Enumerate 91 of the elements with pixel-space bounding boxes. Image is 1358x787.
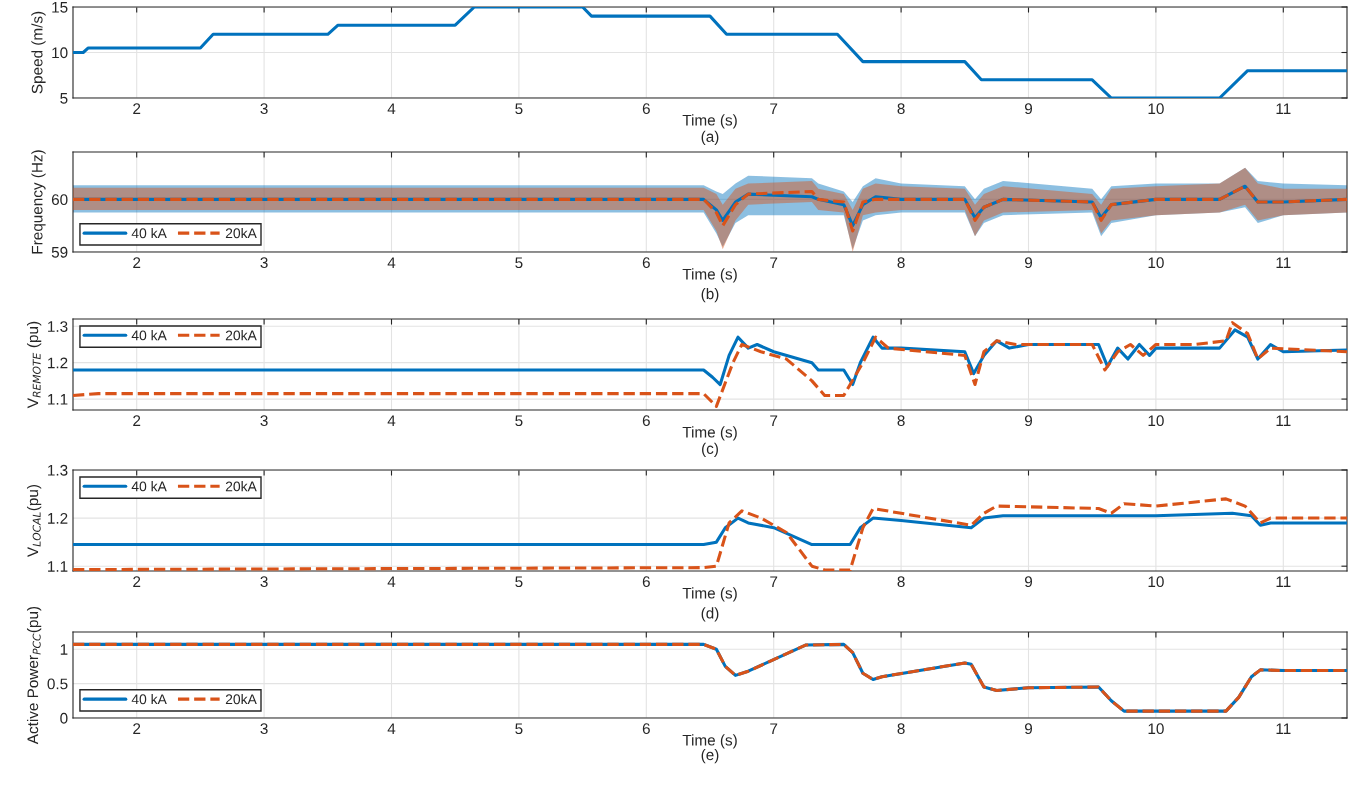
y-tick-label: 15 [52,2,68,13]
x-axis-title: Time (s) [682,426,737,441]
x-tick-label: 4 [387,257,396,268]
legend-label: 20kA [225,693,257,705]
legend-label: 40 kA [131,693,167,705]
line-series [73,642,1347,713]
x-tick-label: 4 [387,576,396,587]
x-tick-label: 9 [1024,257,1033,269]
y-axis-title: V$_{REMOTE}$ (pu) [26,321,42,409]
y-tick-label: 10 [52,47,68,59]
x-tick-label: 2 [133,415,141,426]
text: (e) [701,748,719,764]
x-tick-label: 10 [1148,723,1164,735]
y-tick-label: 1.1 [48,561,68,572]
x-tick-label: 3 [260,257,268,269]
x-tick-label: 2 [133,723,141,734]
x-tick-label: 8 [897,723,905,735]
y-tick-label: 1.3 [48,464,68,476]
line-series [73,7,1347,98]
text: (b) [701,288,719,303]
text: (a) [701,130,719,145]
y-axis-title: Active Power$_{PCC}$(pu) [26,606,42,745]
x-tick-label: 10 [1148,257,1164,269]
x-tick-label: 7 [770,103,778,114]
y-tick-label: 60 [51,194,68,206]
x-tick-label: 8 [897,415,905,427]
x-tick-label: 9 [1024,723,1033,735]
x-tick-label: 10 [1148,415,1164,427]
y-tick-label: 5 [60,93,68,104]
x-axis-title: Time (s) [682,268,737,283]
x-tick-label: 5 [515,723,523,735]
x-tick-label: 11 [1276,415,1291,426]
x-axis-title: Time (s) [682,114,737,129]
legend-label: 40 kA [131,481,167,492]
x-tick-label: 11 [1276,103,1291,114]
x-tick-label: 10 [1148,576,1164,588]
y-tick-label: 0 [60,712,68,724]
x-axis-title: Time (s) [682,734,737,749]
x-tick-label: 9 [1024,103,1033,115]
x-tick-label: 9 [1024,415,1033,427]
x-tick-label: 4 [387,723,396,734]
text: (c) [702,442,718,457]
y-axis-title: Speed (m/s) [31,11,46,94]
y-tick-label: 1.3 [48,321,68,332]
y-tick-label: 1.2 [48,357,68,369]
x-tick-label: 7 [770,257,778,268]
x-tick-label: 7 [770,415,778,426]
text: (d) [701,607,719,622]
y-axis-title: V$_{LOCAL}$(pu) [26,485,42,558]
x-tick-label: 2 [133,257,141,268]
x-tick-label: 6 [642,723,650,735]
x-tick-label: 10 [1148,103,1164,115]
x-tick-label: 5 [515,257,523,269]
legend-label: 20kA [225,481,257,492]
x-tick-label: 6 [642,576,650,588]
x-tick-label: 11 [1276,723,1291,734]
legend-label: 20kA [225,227,257,239]
text: 40 kA [131,330,167,341]
x-tick-label: 5 [515,576,523,588]
legend-label: 40 kA [131,227,167,239]
y-tick-label: 59 [51,246,68,258]
x-tick-label: 2 [133,576,141,587]
x-tick-label: 8 [897,103,905,115]
x-tick-label: 6 [642,415,650,427]
x-tick-label: 4 [387,415,396,426]
x-tick-label: 6 [642,103,650,115]
line-series [73,321,1347,408]
x-tick-label: 11 [1276,576,1291,587]
y-tick-label: 1.1 [48,394,68,405]
x-tick-label: 11 [1276,257,1291,268]
x-tick-label: 4 [387,103,396,114]
y-axis-title: Frequency (Hz) [31,150,46,254]
x-tick-label: 3 [260,103,268,115]
x-tick-label: 2 [133,103,141,114]
text: 20kA [225,330,257,341]
x-tick-label: 6 [642,257,650,269]
line-series [73,511,1347,547]
y-tick-label: 1.2 [48,512,68,524]
x-tick-label: 3 [260,723,268,735]
x-axis-title: Time (s) [682,587,737,602]
y-tick-label: 1 [60,644,68,655]
x-tick-label: 8 [897,576,905,588]
x-tick-label: 9 [1024,576,1033,588]
x-tick-label: 7 [770,576,778,587]
x-tick-label: 5 [515,415,523,427]
x-tick-label: 7 [770,723,778,734]
x-tick-label: 3 [260,415,268,427]
x-tick-label: 3 [260,576,268,588]
x-tick-label: 5 [515,103,523,115]
y-tick-label: 0.5 [47,678,68,690]
x-tick-label: 8 [897,257,905,269]
